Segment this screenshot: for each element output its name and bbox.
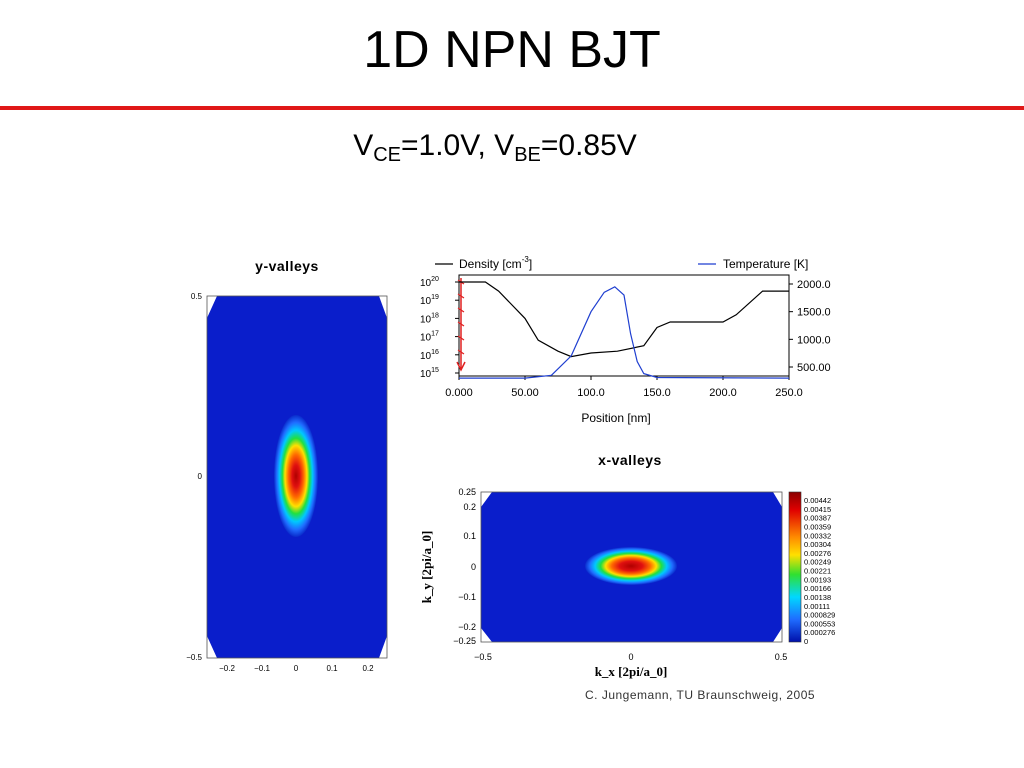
y-tick-top: 0.5 (191, 292, 203, 301)
y-tick-mid: 0 (198, 472, 203, 481)
svg-text:−0.5: −0.5 (474, 652, 492, 662)
x-tick-label: 0.000 (445, 387, 473, 399)
svg-text:0: 0 (628, 652, 633, 662)
svg-text:0.25: 0.25 (458, 487, 476, 497)
x-tick-label: 250.0 (775, 387, 803, 399)
left-tick-label: 1020 (420, 276, 439, 289)
x-axis-ticks: 0.000 50.00 100.0 150.0 200.0 250.0 (445, 376, 803, 399)
bias-ce-sub: CE (373, 144, 402, 166)
left-tick-label: 1018 (420, 312, 439, 325)
colorbar-label: 0 (804, 637, 808, 646)
right-tick-label: 1500.0 (797, 307, 831, 319)
x-tick-1: −0.2 (219, 664, 235, 673)
y-valleys-peak (274, 415, 318, 537)
right-tick-label: 2000.0 (797, 279, 831, 291)
svg-text:0.1: 0.1 (463, 531, 476, 541)
colorbar-label: 0.00442 (804, 496, 831, 505)
density-series-line (459, 281, 789, 358)
svg-text:−0.25: −0.25 (453, 636, 476, 646)
x-tick-label: 150.0 (643, 387, 671, 399)
right-tick-label: 500.00 (797, 362, 831, 374)
svg-text:0.5: 0.5 (775, 652, 788, 662)
colorbar-label: 0.00415 (804, 505, 831, 514)
temperature-legend-label: Temperature [K] (723, 257, 808, 271)
x-tick-label: 100.0 (577, 387, 605, 399)
plot-frame (458, 274, 790, 377)
bias-be-sub: BE (514, 144, 541, 166)
left-tick-label: 1017 (420, 331, 439, 344)
colorbar-label: 0.000553 (804, 619, 835, 628)
colorbar-label: 0.00249 (804, 558, 831, 567)
colorbar-label: 0.00276 (804, 549, 831, 558)
left-tick-label: 1015 (420, 367, 439, 380)
colorbar-label: 0.00332 (804, 531, 831, 540)
y-valleys-chart: y-valleys 0.5 0 −0.5 −0.2 −0.1 0 0.1 0.2 (186, 258, 388, 673)
svg-text:−0.2: −0.2 (458, 622, 476, 632)
colorbar-label: 0.000829 (804, 611, 835, 620)
bias-condition: VCE=1.0V, VBE=0.85V (0, 126, 990, 175)
colorbar-label: 0.00138 (804, 593, 831, 602)
x-valleys-frame (480, 491, 783, 643)
colorbar-label: 0.00193 (804, 575, 831, 584)
credit-text: C. Jungemann, TU Braunschweig, 2005 (585, 688, 816, 702)
x-tick-2: −0.1 (254, 664, 270, 673)
temperature-series-line (459, 286, 790, 379)
x-valleys-chart: x-valleys 0.25 0.2 0.1 0 −0.1 −0.2 −0.25… (419, 452, 835, 679)
title-divider (0, 106, 1024, 110)
bias-be-value: =0.85V (540, 129, 637, 162)
bias-ce-value: =1.0V, (401, 129, 495, 162)
left-tick-label: 1016 (420, 349, 439, 362)
x-tick-5: 0.2 (362, 664, 374, 673)
svg-text:−0.1: −0.1 (458, 592, 476, 602)
y-tick-bottom: −0.5 (186, 653, 202, 662)
x-valleys-x-ticks: −0.5 0 0.5 (474, 652, 787, 662)
colorbar-label: 0.00359 (804, 522, 831, 531)
x-tick-label: 50.00 (511, 387, 539, 399)
x-axis-label: Position [nm] (581, 411, 650, 425)
left-axis-ticks: 1020 1019 1018 1017 1016 1015 (420, 276, 459, 380)
y-valleys-frame (206, 295, 388, 659)
x-valleys-xlabel: k_x [2pi/a_0] (595, 664, 668, 679)
colorbar-label: 0.00221 (804, 567, 831, 576)
right-axis-ticks: 2000.0 1500.0 1000.0 500.00 (789, 279, 831, 374)
colorbar-label: 0.00166 (804, 584, 831, 593)
x-valleys-title: x-valleys (598, 452, 662, 468)
slide-title: 1D NPN BJT (363, 21, 661, 79)
colorbar-label: 0.000276 (804, 628, 835, 637)
density-temperature-chart: Density [cm-3] Temperature [K] 102010191… (420, 255, 831, 425)
right-tick-label: 1000.0 (797, 334, 831, 346)
emitter-marker (456, 278, 466, 372)
x-valleys-peak (585, 547, 677, 585)
bias-v1: V (353, 129, 374, 162)
x-tick-label: 200.0 (709, 387, 737, 399)
colorbar (788, 491, 802, 643)
colorbar-label: 0.00304 (804, 540, 831, 549)
svg-text:0: 0 (471, 562, 476, 572)
bias-v2: V (494, 129, 515, 162)
colorbar-label: 0.00111 (804, 602, 830, 611)
x-valleys-ylabel: k_y [2pi/a_0] (419, 531, 434, 604)
left-tick-label: 1019 (420, 294, 439, 307)
density-legend-label: Density [cm-3] (459, 255, 532, 271)
svg-text:0.2: 0.2 (463, 502, 476, 512)
x-tick-3: 0 (294, 664, 299, 673)
x-tick-4: 0.1 (326, 664, 338, 673)
colorbar-labels: 0.004420.004150.003870.003590.003320.003… (804, 496, 835, 646)
x-valleys-y-ticks: 0.25 0.2 0.1 0 −0.1 −0.2 −0.25 (453, 487, 476, 646)
y-valleys-title: y-valleys (255, 258, 319, 274)
colorbar-label: 0.00387 (804, 514, 831, 523)
